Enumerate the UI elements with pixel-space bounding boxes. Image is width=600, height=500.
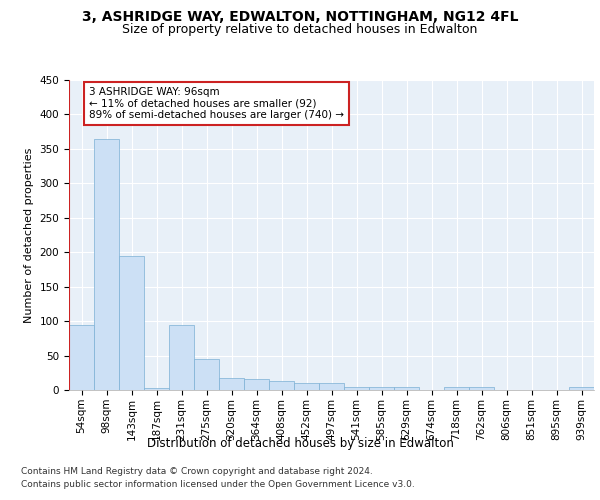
Bar [344, 387, 369, 390]
Bar [219, 378, 244, 390]
Bar [269, 381, 294, 390]
Bar [569, 387, 594, 390]
Bar [369, 387, 394, 390]
Text: 3, ASHRIDGE WAY, EDWALTON, NOTTINGHAM, NG12 4FL: 3, ASHRIDGE WAY, EDWALTON, NOTTINGHAM, N… [82, 10, 518, 24]
Bar [144, 388, 169, 390]
Bar [294, 383, 319, 390]
Bar [119, 256, 144, 390]
Text: 3 ASHRIDGE WAY: 96sqm
← 11% of detached houses are smaller (92)
89% of semi-deta: 3 ASHRIDGE WAY: 96sqm ← 11% of detached … [89, 87, 344, 120]
Text: Distribution of detached houses by size in Edwalton: Distribution of detached houses by size … [146, 438, 454, 450]
Text: Contains HM Land Registry data © Crown copyright and database right 2024.: Contains HM Land Registry data © Crown c… [21, 468, 373, 476]
Text: Contains public sector information licensed under the Open Government Licence v3: Contains public sector information licen… [21, 480, 415, 489]
Bar [394, 387, 419, 390]
Bar [169, 324, 194, 390]
Bar [319, 383, 344, 390]
Y-axis label: Number of detached properties: Number of detached properties [24, 148, 34, 322]
Bar [244, 379, 269, 390]
Bar [444, 387, 469, 390]
Bar [469, 387, 494, 390]
Bar [94, 138, 119, 390]
Bar [194, 359, 219, 390]
Text: Size of property relative to detached houses in Edwalton: Size of property relative to detached ho… [122, 22, 478, 36]
Bar [69, 324, 94, 390]
